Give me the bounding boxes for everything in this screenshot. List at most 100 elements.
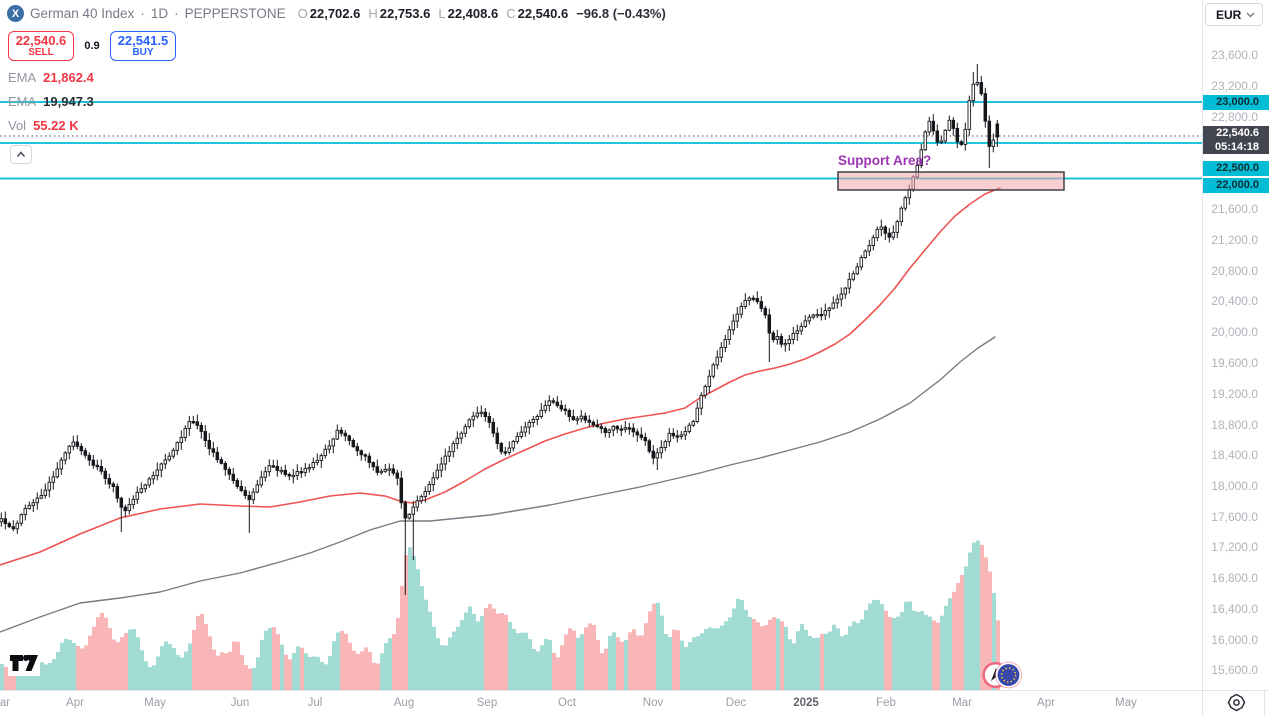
candle-body [287,473,292,477]
ema-fast-label: EMA [8,70,37,85]
volume-bar [364,647,368,690]
candle-body [923,131,928,151]
legend-volume[interactable]: Vol 55.22 K [8,118,79,133]
eur-flag-icon [995,661,1022,689]
volume-bar [80,648,84,690]
volume-bar [440,645,444,690]
symbol-logo-icon: X [7,5,24,22]
low-label: L [438,6,446,21]
candle-body [611,425,616,431]
volume-bar [920,611,924,690]
candle-body [311,462,316,468]
candle-body [707,375,712,387]
volume-bar [856,623,860,690]
candle-body [639,434,644,438]
candle-body [11,526,16,530]
candle-body [435,469,440,479]
buy-button[interactable]: 22,541.5 BUY [110,31,176,61]
price-tick: 21,200.0 [1211,233,1258,247]
volume-bar [704,629,708,690]
price-tick: 20,000.0 [1211,325,1258,339]
candle-body [355,446,360,452]
collapse-pane-button[interactable] [10,145,32,164]
close-label: C [506,6,516,21]
candle-body [475,412,480,417]
volume-bar [388,638,392,690]
time-tick: Nov [642,697,664,709]
interval-label[interactable]: 1D [150,6,169,21]
separator: · [174,6,179,21]
candle-body [295,471,300,476]
symbol-title[interactable]: German 40 Index [30,6,135,21]
volume-bar [768,619,772,690]
tradingview-logo-icon[interactable] [8,649,40,676]
volume-bar [276,634,280,690]
candle-body [627,427,632,430]
candle-body [511,441,516,449]
legend-ema-fast[interactable]: EMA 21,862.4 [8,70,94,85]
volume-bar [284,654,288,690]
volume-bar [356,653,360,690]
candle-body [531,419,536,423]
volume-bar [560,645,564,690]
price-tick: 19,600.0 [1211,356,1258,370]
support-area-rect[interactable] [837,171,1065,191]
candle-body [35,497,40,504]
candle-body [827,307,832,311]
candle-body [427,483,432,492]
volume-bar [424,599,428,690]
volume-bar [132,629,136,690]
candle-body [91,459,96,466]
candle-body [447,451,452,457]
candle-body [151,475,156,480]
candle-body [963,128,968,145]
volume-bar [568,628,572,690]
candle-body [983,93,988,122]
candle-body [359,450,364,456]
legend-ema-slow[interactable]: EMA 19,947.3 [8,94,94,109]
candle-body [319,455,324,461]
candle-body [823,310,828,316]
candle-body [363,454,368,457]
price-axis-border [1202,0,1203,716]
volume-bar [352,650,356,690]
candle-body [807,316,812,322]
currency-button[interactable]: EUR [1205,3,1263,26]
candle-body [687,424,692,433]
candle-body [975,82,980,85]
candle-body [291,474,296,478]
volume-bar [404,555,408,690]
candle-body [211,448,216,453]
candle-body [147,478,152,486]
volume-bar [588,623,592,690]
sell-button[interactable]: 22,540.6 SELL [8,31,74,61]
volume-bar [808,636,812,690]
axis-settings-gear-icon[interactable] [1226,692,1247,713]
volume-bar [820,633,824,690]
volume-bar [392,634,396,690]
support-area-label[interactable]: Support Area? [838,153,932,168]
volume-bar [864,610,868,690]
volume-bar [488,604,492,690]
currency-label: EUR [1216,7,1242,22]
volume-bar [524,632,528,690]
chevron-down-icon [1246,12,1255,17]
candle-body [275,465,280,471]
ema-fast-line [0,187,1001,566]
symbol-header[interactable]: X German 40 Index · 1D · PEPPERSTONE O 22… [7,5,666,22]
volume-bar [936,622,940,690]
volume-bar [12,664,16,690]
volume-bar [188,643,192,690]
price-tick: 17,200.0 [1211,540,1258,554]
candle-body [903,197,908,209]
candle-body [735,313,740,322]
candle-body [87,454,92,461]
volume-bar [792,643,796,690]
volume-bar [528,639,532,690]
volume-bar [844,634,848,690]
volume-bar [948,598,952,690]
price-tick: 16,800.0 [1211,571,1258,585]
volume-bar [756,622,760,690]
